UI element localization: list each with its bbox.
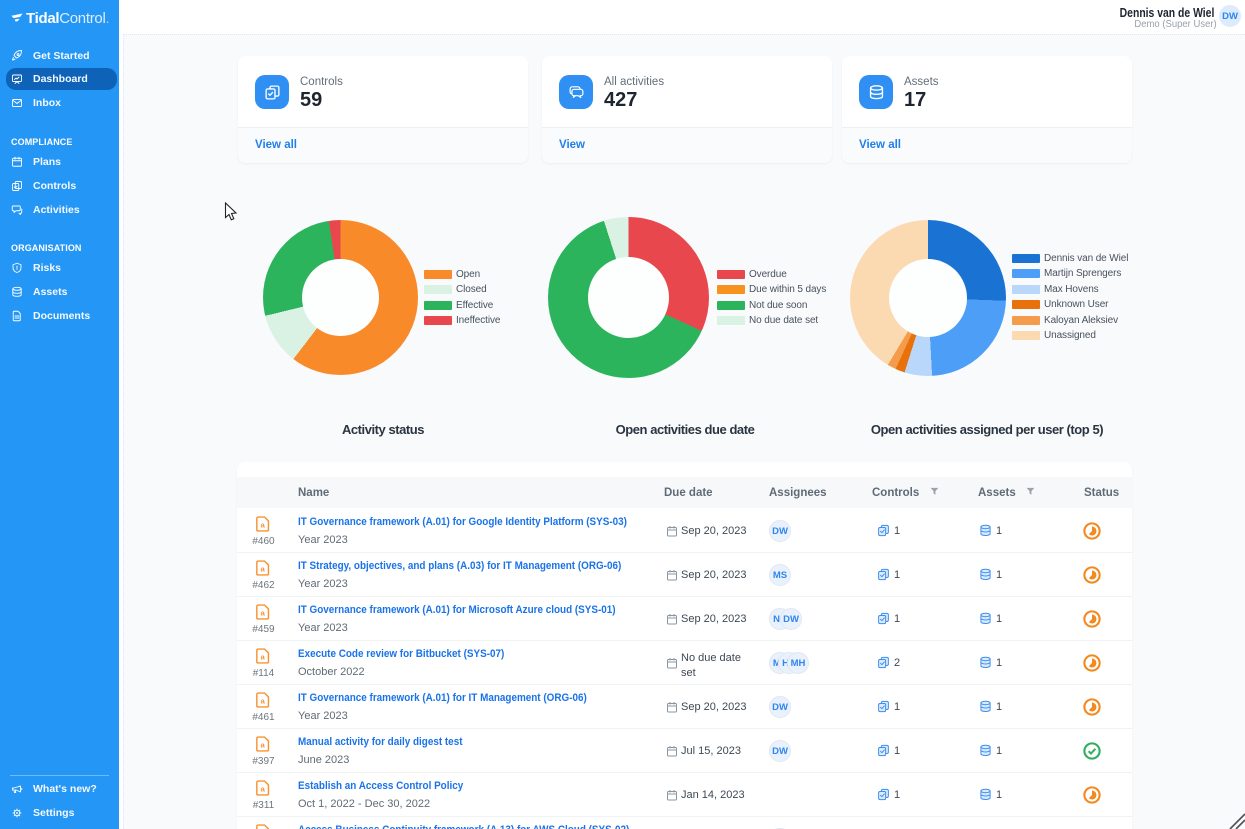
svg-text:a: a xyxy=(260,740,265,749)
svg-text:a: a xyxy=(260,520,265,529)
svg-text:a: a xyxy=(260,784,265,793)
svg-text:a: a xyxy=(260,564,265,573)
svg-text:a: a xyxy=(260,652,265,661)
svg-text:a: a xyxy=(260,608,265,617)
svg-text:a: a xyxy=(260,696,265,705)
